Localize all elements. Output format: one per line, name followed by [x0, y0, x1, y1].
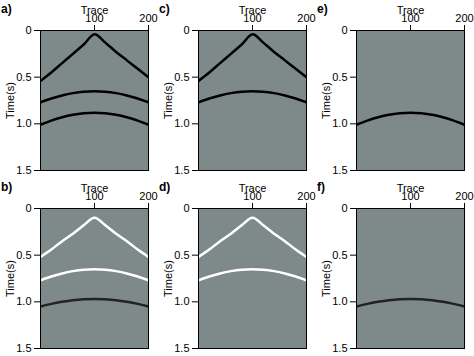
svg-text:200: 200 [139, 12, 157, 24]
svg-text:0.5: 0.5 [174, 71, 189, 83]
svg-text:0: 0 [341, 202, 347, 214]
svg-text:Time(s): Time(s) [162, 82, 174, 119]
svg-text:Time(s): Time(s) [4, 260, 16, 297]
svg-text:200: 200 [297, 12, 315, 24]
svg-text:Time(s): Time(s) [162, 260, 174, 297]
svg-text:100: 100 [401, 11, 420, 24]
svg-text:1.0: 1.0 [332, 295, 347, 307]
svg-text:100: 100 [401, 189, 420, 202]
svg-text:Trace: Trace [239, 4, 267, 16]
svg-text:Trace: Trace [81, 4, 109, 16]
svg-text:200: 200 [139, 190, 157, 202]
svg-text:1.5: 1.5 [332, 164, 347, 176]
svg-text:1.0: 1.0 [332, 117, 347, 129]
html-text:d): d) [159, 180, 171, 194]
svg-text:200: 200 [297, 190, 315, 202]
svg-text:Time(s): Time(s) [320, 82, 332, 119]
svg-text:1.0: 1.0 [16, 295, 31, 307]
html-text:a): a) [1, 2, 12, 16]
svg-text:100: 100 [85, 11, 104, 24]
svg-text:200: 200 [455, 190, 473, 202]
svg-text:0.5: 0.5 [16, 71, 31, 83]
svg-text:Trace: Trace [397, 182, 425, 194]
svg-text:1.0: 1.0 [174, 117, 189, 129]
svg-text:100: 100 [243, 11, 262, 24]
svg-text:1.5: 1.5 [16, 164, 31, 176]
svg-text:Time(s): Time(s) [320, 260, 332, 297]
svg-text:100: 100 [243, 189, 262, 202]
svg-text:1.5: 1.5 [174, 164, 189, 176]
svg-text:0.5: 0.5 [174, 249, 189, 261]
html-text:f): f) [317, 180, 325, 194]
svg-text:1.5: 1.5 [174, 342, 189, 354]
svg-text:Time(s): Time(s) [4, 82, 16, 119]
svg-text:0: 0 [25, 202, 31, 214]
svg-text:0: 0 [183, 24, 189, 36]
svg-text:0.5: 0.5 [332, 249, 347, 261]
svg-text:0.5: 0.5 [332, 71, 347, 83]
svg-text:1.0: 1.0 [174, 295, 189, 307]
svg-text:0: 0 [25, 24, 31, 36]
svg-text:200: 200 [455, 12, 473, 24]
svg-text:1.5: 1.5 [16, 342, 31, 354]
svg-text:Trace: Trace [239, 182, 267, 194]
svg-text:1.5: 1.5 [332, 342, 347, 354]
svg-text:Trace: Trace [81, 182, 109, 194]
svg-text:Trace: Trace [397, 4, 425, 16]
svg-text:100: 100 [85, 189, 104, 202]
html-text:b): b) [1, 180, 13, 194]
svg-text:0: 0 [341, 24, 347, 36]
svg-text:0.5: 0.5 [16, 249, 31, 261]
html-text:e): e) [317, 2, 328, 16]
svg-text:0: 0 [183, 202, 189, 214]
html-text:c): c) [159, 2, 170, 16]
svg-text:1.0: 1.0 [16, 117, 31, 129]
